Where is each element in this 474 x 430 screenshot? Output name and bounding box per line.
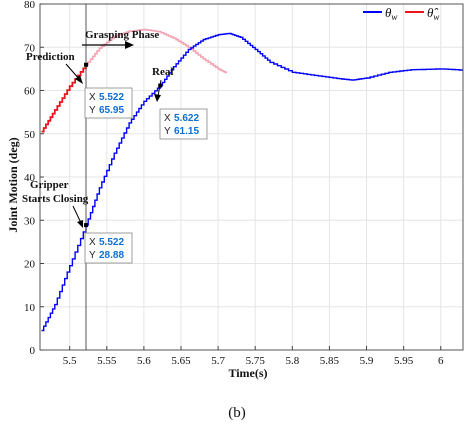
datatip-prediction-box: [84, 87, 133, 119]
y-tick-label: 80: [24, 0, 36, 11]
series-theta: [41, 32, 463, 332]
x-tick-label: 5.55: [97, 355, 117, 367]
datatip-real-y-value: 61.15: [174, 126, 199, 137]
real-arrow-head: [154, 94, 161, 102]
datatip-gripper-y-value: 28.88: [99, 250, 124, 261]
x-tick-label: 5.8: [285, 355, 299, 367]
x-tick-label: 5.9: [360, 355, 374, 367]
datatip-point: [158, 83, 163, 88]
datatip-prediction-x-value: 5.522: [99, 92, 124, 103]
datatip-point: [84, 223, 89, 228]
grasping-phase-arrow-head: [125, 41, 134, 49]
datatips: X 5.522 Y 65.95 X 5.622 Y 61.15 X 5.522 …: [84, 87, 208, 264]
datatip-prediction-y-value: 65.95: [99, 105, 124, 116]
real-label: Real: [152, 66, 173, 78]
x-tick-label: 5.95: [394, 355, 414, 367]
legend-label-theta-hat: θ̂w: [427, 5, 439, 22]
real-arrow-line: [157, 79, 162, 97]
y-tick-label: 30: [24, 215, 36, 227]
series-theta-hat: [41, 64, 87, 133]
x-tick-label: 5.5: [63, 355, 77, 367]
datatip-prediction-y-label: Y: [89, 105, 96, 116]
datatip-gripper-box: [84, 232, 133, 264]
legend: θw θ̂w: [363, 5, 439, 22]
y-tick-label: 0: [30, 345, 36, 357]
y-tick-label: 20: [24, 259, 36, 271]
datatip-gripper-x-value: 5.522: [99, 237, 124, 248]
x-tick-label: 5.65: [171, 355, 191, 367]
datatip-prediction: X 5.522 Y 65.95: [84, 87, 133, 119]
gripper-arrow-line: [72, 205, 82, 224]
datatip-gripper: X 5.522 Y 28.88: [84, 232, 133, 264]
x-tick-label: 5.85: [320, 355, 340, 367]
gripper-arrow-head: [77, 220, 83, 228]
y-tick-label: 60: [24, 86, 36, 98]
datatip-gripper-x-label: X: [89, 237, 96, 248]
grasping-phase-label: Grasping Phase: [85, 29, 159, 41]
y-axis-label: Joint Motion (deg): [6, 137, 20, 232]
x-tick-label: 5.75: [246, 355, 266, 367]
prediction-label: Prediction: [26, 51, 75, 63]
legend-label-theta: θw: [385, 5, 397, 22]
tick-labels: 5.5 5.55 5.6 5.65 5.7 5.75 5.8 5.85 5.9 5.95 60102…: [24, 0, 444, 367]
x-tick-label: 5.7: [211, 355, 225, 367]
series-theta-hat-future: [86, 28, 227, 74]
gripper-label-line2: Starts Closing: [22, 193, 89, 205]
datatip-real: X 5.622 Y 61.15: [159, 108, 208, 140]
datatip-prediction-x-label: X: [89, 92, 96, 103]
y-tick-label: 50: [24, 129, 36, 141]
annotations: Grasping Phase Prediction Real Gripper S…: [22, 29, 173, 228]
datatip-real-x-value: 5.622: [174, 113, 199, 124]
datatip-point: [84, 62, 89, 67]
x-axis-label: Time(s): [228, 366, 267, 380]
series-layer: [41, 28, 463, 332]
grid-lines: [40, 3, 463, 351]
y-tick-label: 40: [24, 172, 36, 184]
x-tick-label: 6: [438, 355, 444, 367]
gripper-label-line1: Gripper: [30, 179, 69, 191]
y-tick-label: 10: [24, 302, 36, 314]
datatip-real-box: [159, 108, 208, 140]
datatip-real-y-label: Y: [164, 126, 171, 137]
x-tick-label: 5.6: [137, 355, 151, 367]
prediction-arrow-head: [75, 75, 83, 84]
datatip-gripper-y-label: Y: [89, 250, 96, 261]
datatip-points: [84, 62, 163, 228]
datatip-real-x-label: X: [164, 113, 171, 124]
figure-caption: (b): [228, 405, 246, 421]
y-tick-label: 70: [24, 42, 36, 54]
